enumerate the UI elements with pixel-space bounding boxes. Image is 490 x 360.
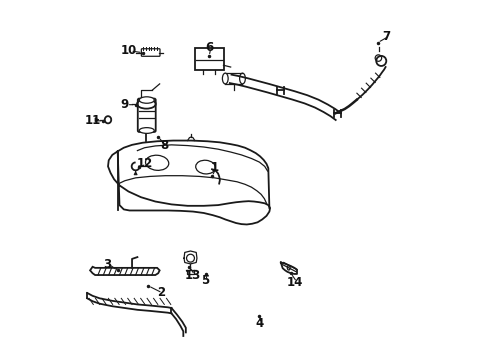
- Text: 14: 14: [287, 276, 303, 289]
- Text: 9: 9: [121, 98, 129, 111]
- Text: 5: 5: [201, 274, 210, 287]
- FancyBboxPatch shape: [138, 99, 156, 132]
- Text: 6: 6: [205, 41, 213, 54]
- Text: 1: 1: [211, 161, 219, 174]
- Ellipse shape: [139, 128, 154, 134]
- Ellipse shape: [139, 97, 154, 103]
- Text: 2: 2: [157, 287, 165, 300]
- Text: 11: 11: [84, 114, 101, 127]
- Text: 10: 10: [121, 44, 137, 57]
- Text: 4: 4: [255, 317, 264, 330]
- Ellipse shape: [222, 73, 228, 84]
- Text: 12: 12: [136, 157, 153, 170]
- Text: 3: 3: [103, 258, 111, 271]
- Text: 8: 8: [160, 139, 169, 152]
- Text: 7: 7: [383, 30, 391, 43]
- Text: 13: 13: [185, 269, 201, 282]
